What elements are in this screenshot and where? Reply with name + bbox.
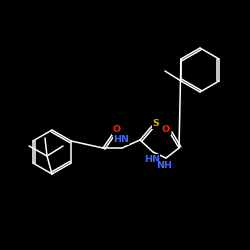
Text: O: O bbox=[113, 126, 121, 134]
Text: NH: NH bbox=[156, 162, 172, 170]
Text: HN: HN bbox=[144, 154, 160, 164]
Text: HN: HN bbox=[113, 136, 129, 144]
Text: O: O bbox=[162, 126, 170, 134]
Text: S: S bbox=[152, 120, 160, 128]
